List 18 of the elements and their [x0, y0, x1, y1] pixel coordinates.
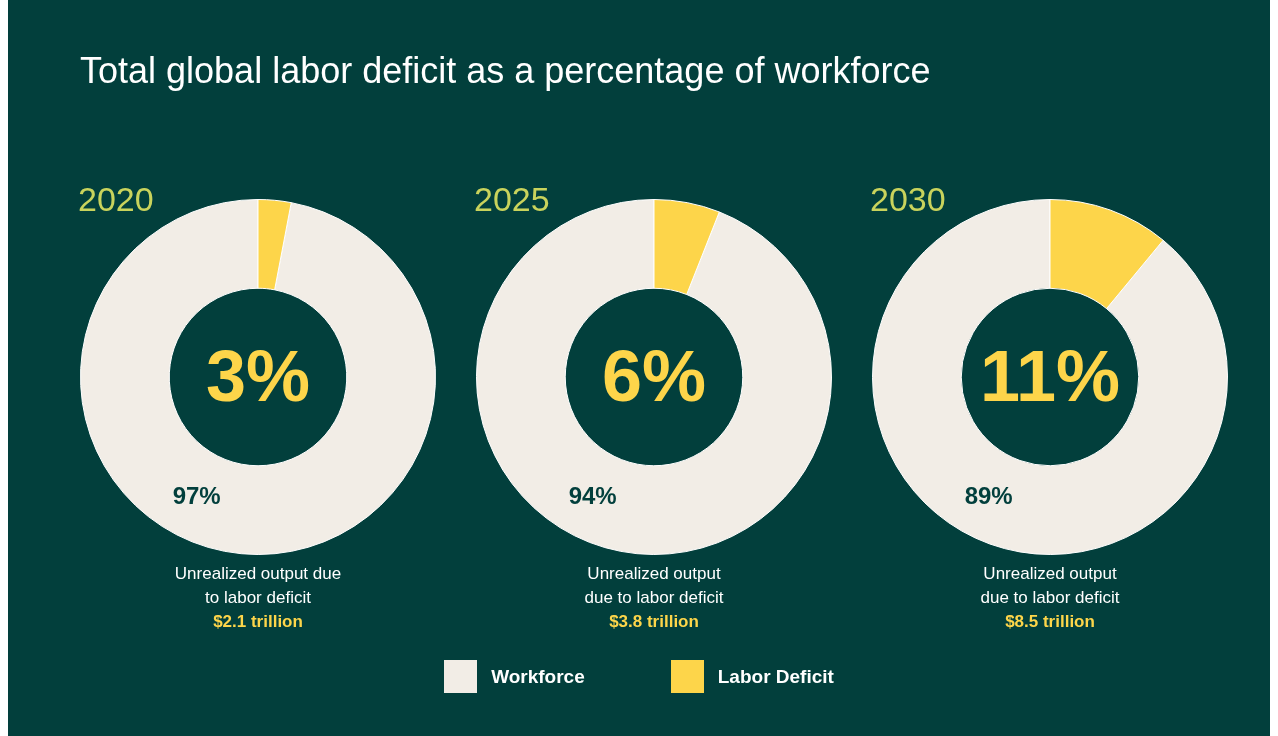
chart-title: Total global labor deficit as a percentage of workforce [80, 50, 931, 92]
text: $2.1 trillion [212, 611, 304, 633]
data-label: 6% [601, 335, 707, 416]
chart-subtitle: 2030 [870, 180, 946, 219]
legend-label: Workforce [491, 665, 585, 688]
text: $3.8 trillion [608, 611, 700, 633]
data-label: 94% [568, 482, 617, 510]
text: Unrealized output due to labor deficit [174, 564, 342, 607]
chart-subtitle: 2025 [474, 180, 550, 219]
data-label: 11% [979, 335, 1121, 416]
text: Unrealized output due to labor deficit [584, 564, 724, 607]
data-label: 3% [205, 335, 311, 416]
data-label: 89% [964, 482, 1013, 510]
data-label: 97% [172, 482, 221, 510]
chart-subtitle: 2020 [78, 180, 154, 219]
text: Unrealized output due to labor deficit [980, 564, 1120, 607]
text: $8.5 trillion [1004, 611, 1096, 633]
legend-label: Labor Deficit [717, 665, 834, 688]
